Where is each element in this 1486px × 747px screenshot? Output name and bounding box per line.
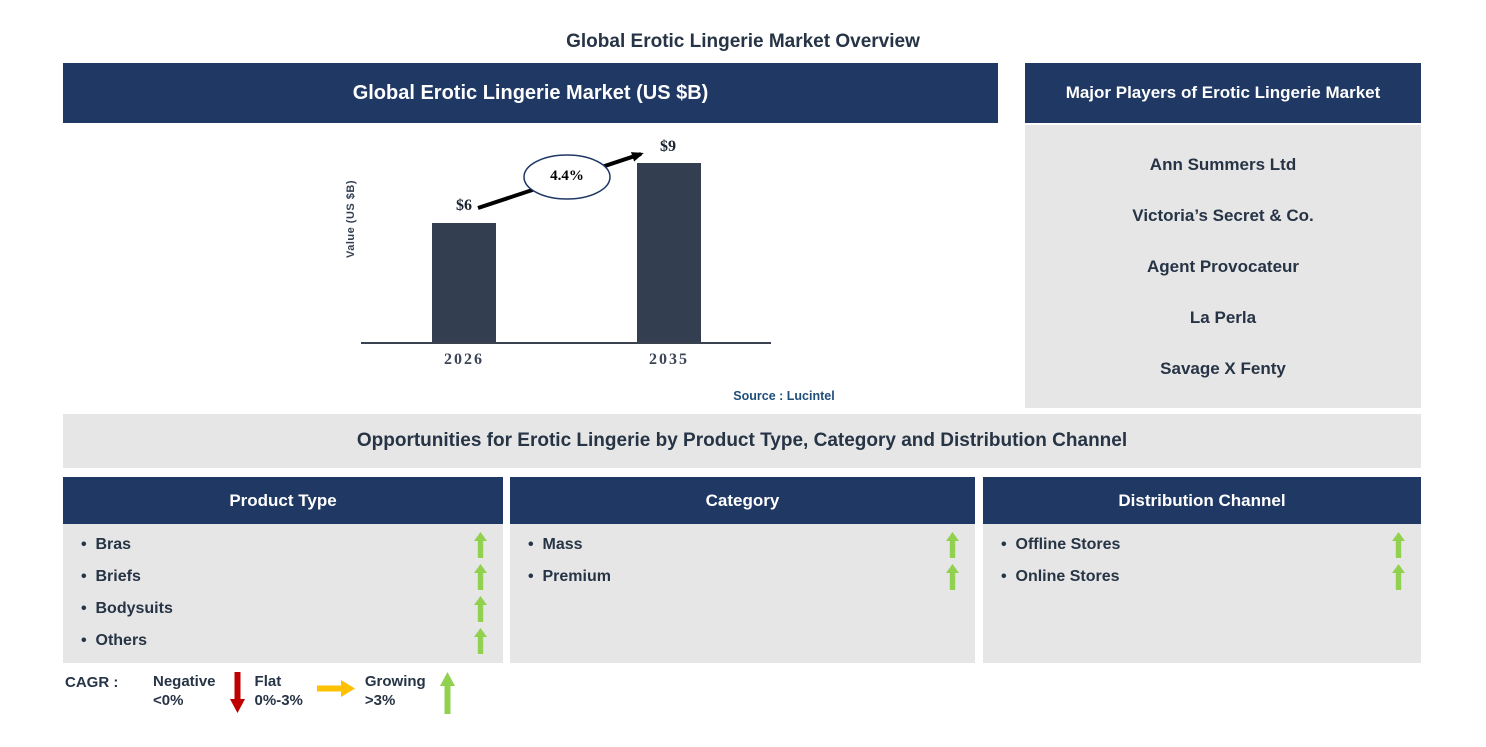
source-label: Source : Lucintel [733, 389, 835, 403]
legend-item-flat: Flat 0%-3% [255, 672, 355, 710]
bar-value-2035: $9 [660, 138, 676, 155]
opportunities-title: Opportunities for Erotic Lingerie by Pro… [356, 430, 1128, 451]
x-tick-2035: 2035 [649, 351, 689, 368]
list-item-label: Bras [81, 536, 132, 554]
chart-panel-header: Global Erotic Lingerie Market (US $B) [63, 63, 998, 123]
player-name: Victoria’s Secret & Co. [1132, 205, 1314, 225]
player-name: Ann Summers Ltd [1149, 154, 1297, 174]
list-item: Briefs [63, 561, 503, 593]
column-title: Category [705, 490, 780, 510]
players-panel-title: Major Players of Erotic Lingerie Market [1065, 83, 1381, 102]
column-body-distribution-channel: Offline Stores Online Stores [983, 524, 1421, 663]
page-title: Global Erotic Lingerie Market Overview [566, 31, 920, 52]
list-item-label: Online Stores [1001, 568, 1120, 586]
chart-panel-title: Global Erotic Lingerie Market (US $B) [352, 81, 709, 104]
legend-item-growing: Growing >3% [365, 672, 455, 714]
flat-right-arrow-icon [316, 680, 355, 697]
growth-up-arrow-icon [474, 564, 487, 590]
column-header-product-type: Product Type [63, 477, 503, 524]
column-title: Product Type [229, 490, 337, 510]
list-item: Bras [63, 529, 503, 561]
players-list: Ann Summers Ltd Victoria’s Secret & Co. … [1025, 125, 1421, 408]
cagr-legend: CAGR : Negative <0% Flat 0%-3% Growing >… [65, 672, 455, 714]
legend-entry-name: Negative [153, 673, 216, 690]
bar-2035 [637, 163, 701, 343]
player-name: Agent Provocateur [1146, 256, 1300, 276]
list-item: Premium [510, 561, 975, 593]
column-body-product-type: Bras Briefs Bodysuits Others [63, 524, 503, 663]
list-item: Others [63, 625, 503, 657]
players-panel-header: Major Players of Erotic Lingerie Market [1025, 63, 1421, 123]
legend-entry-range: 0%-3% [254, 692, 303, 709]
growth-up-arrow-icon [474, 628, 487, 654]
player-name: Savage X Fenty [1160, 358, 1286, 378]
bar-2026 [432, 223, 496, 343]
list-item: Online Stores [983, 561, 1421, 593]
growth-up-arrow-icon [946, 532, 959, 558]
legend-entry-range: >3% [364, 692, 396, 709]
opportunities-banner: Opportunities for Erotic Lingerie by Pro… [63, 414, 1421, 468]
list-item: Mass [510, 529, 975, 561]
market-bar-chart: Value (US $B) 4.4% $6 $9 2026 2035 Sourc… [63, 123, 998, 414]
x-tick-2026: 2026 [444, 351, 484, 368]
cagr-value: 4.4% [550, 168, 584, 184]
column-title: Distribution Channel [1118, 490, 1286, 510]
list-item-label: Offline Stores [1001, 536, 1121, 554]
growth-up-arrow-icon [1392, 532, 1405, 558]
list-item: Bodysuits [63, 593, 503, 625]
cagr-ellipse [523, 154, 611, 200]
bar-value-2026: $6 [456, 197, 472, 214]
growing-up-arrow-icon [439, 672, 455, 714]
growth-up-arrow-icon [474, 532, 487, 558]
negative-down-arrow-icon [229, 672, 245, 713]
list-item-label: Others [81, 632, 148, 650]
legend-entry-name: Flat [254, 673, 282, 690]
player-name: La Perla [1189, 307, 1257, 327]
legend-item-negative: Negative <0% [153, 672, 245, 714]
column-header-distribution-channel: Distribution Channel [983, 477, 1421, 524]
legend-entry-name: Growing [364, 673, 426, 690]
growth-up-arrow-icon [946, 564, 959, 590]
column-body-category: Mass Premium [510, 524, 975, 663]
list-item-label: Bodysuits [81, 600, 173, 618]
column-header-category: Category [510, 477, 975, 524]
list-item-label: Briefs [81, 568, 141, 586]
legend-entry-range: <0% [153, 692, 184, 709]
growth-up-arrow-icon [474, 596, 487, 622]
growth-up-arrow-icon [1392, 564, 1405, 590]
cagr-legend-label: CAGR : [65, 674, 119, 691]
list-item-label: Mass [528, 536, 583, 554]
trend-annotation-layer [477, 152, 644, 210]
x-axis-line [361, 342, 771, 344]
list-item: Offline Stores [983, 529, 1421, 561]
list-item-label: Premium [528, 568, 611, 586]
